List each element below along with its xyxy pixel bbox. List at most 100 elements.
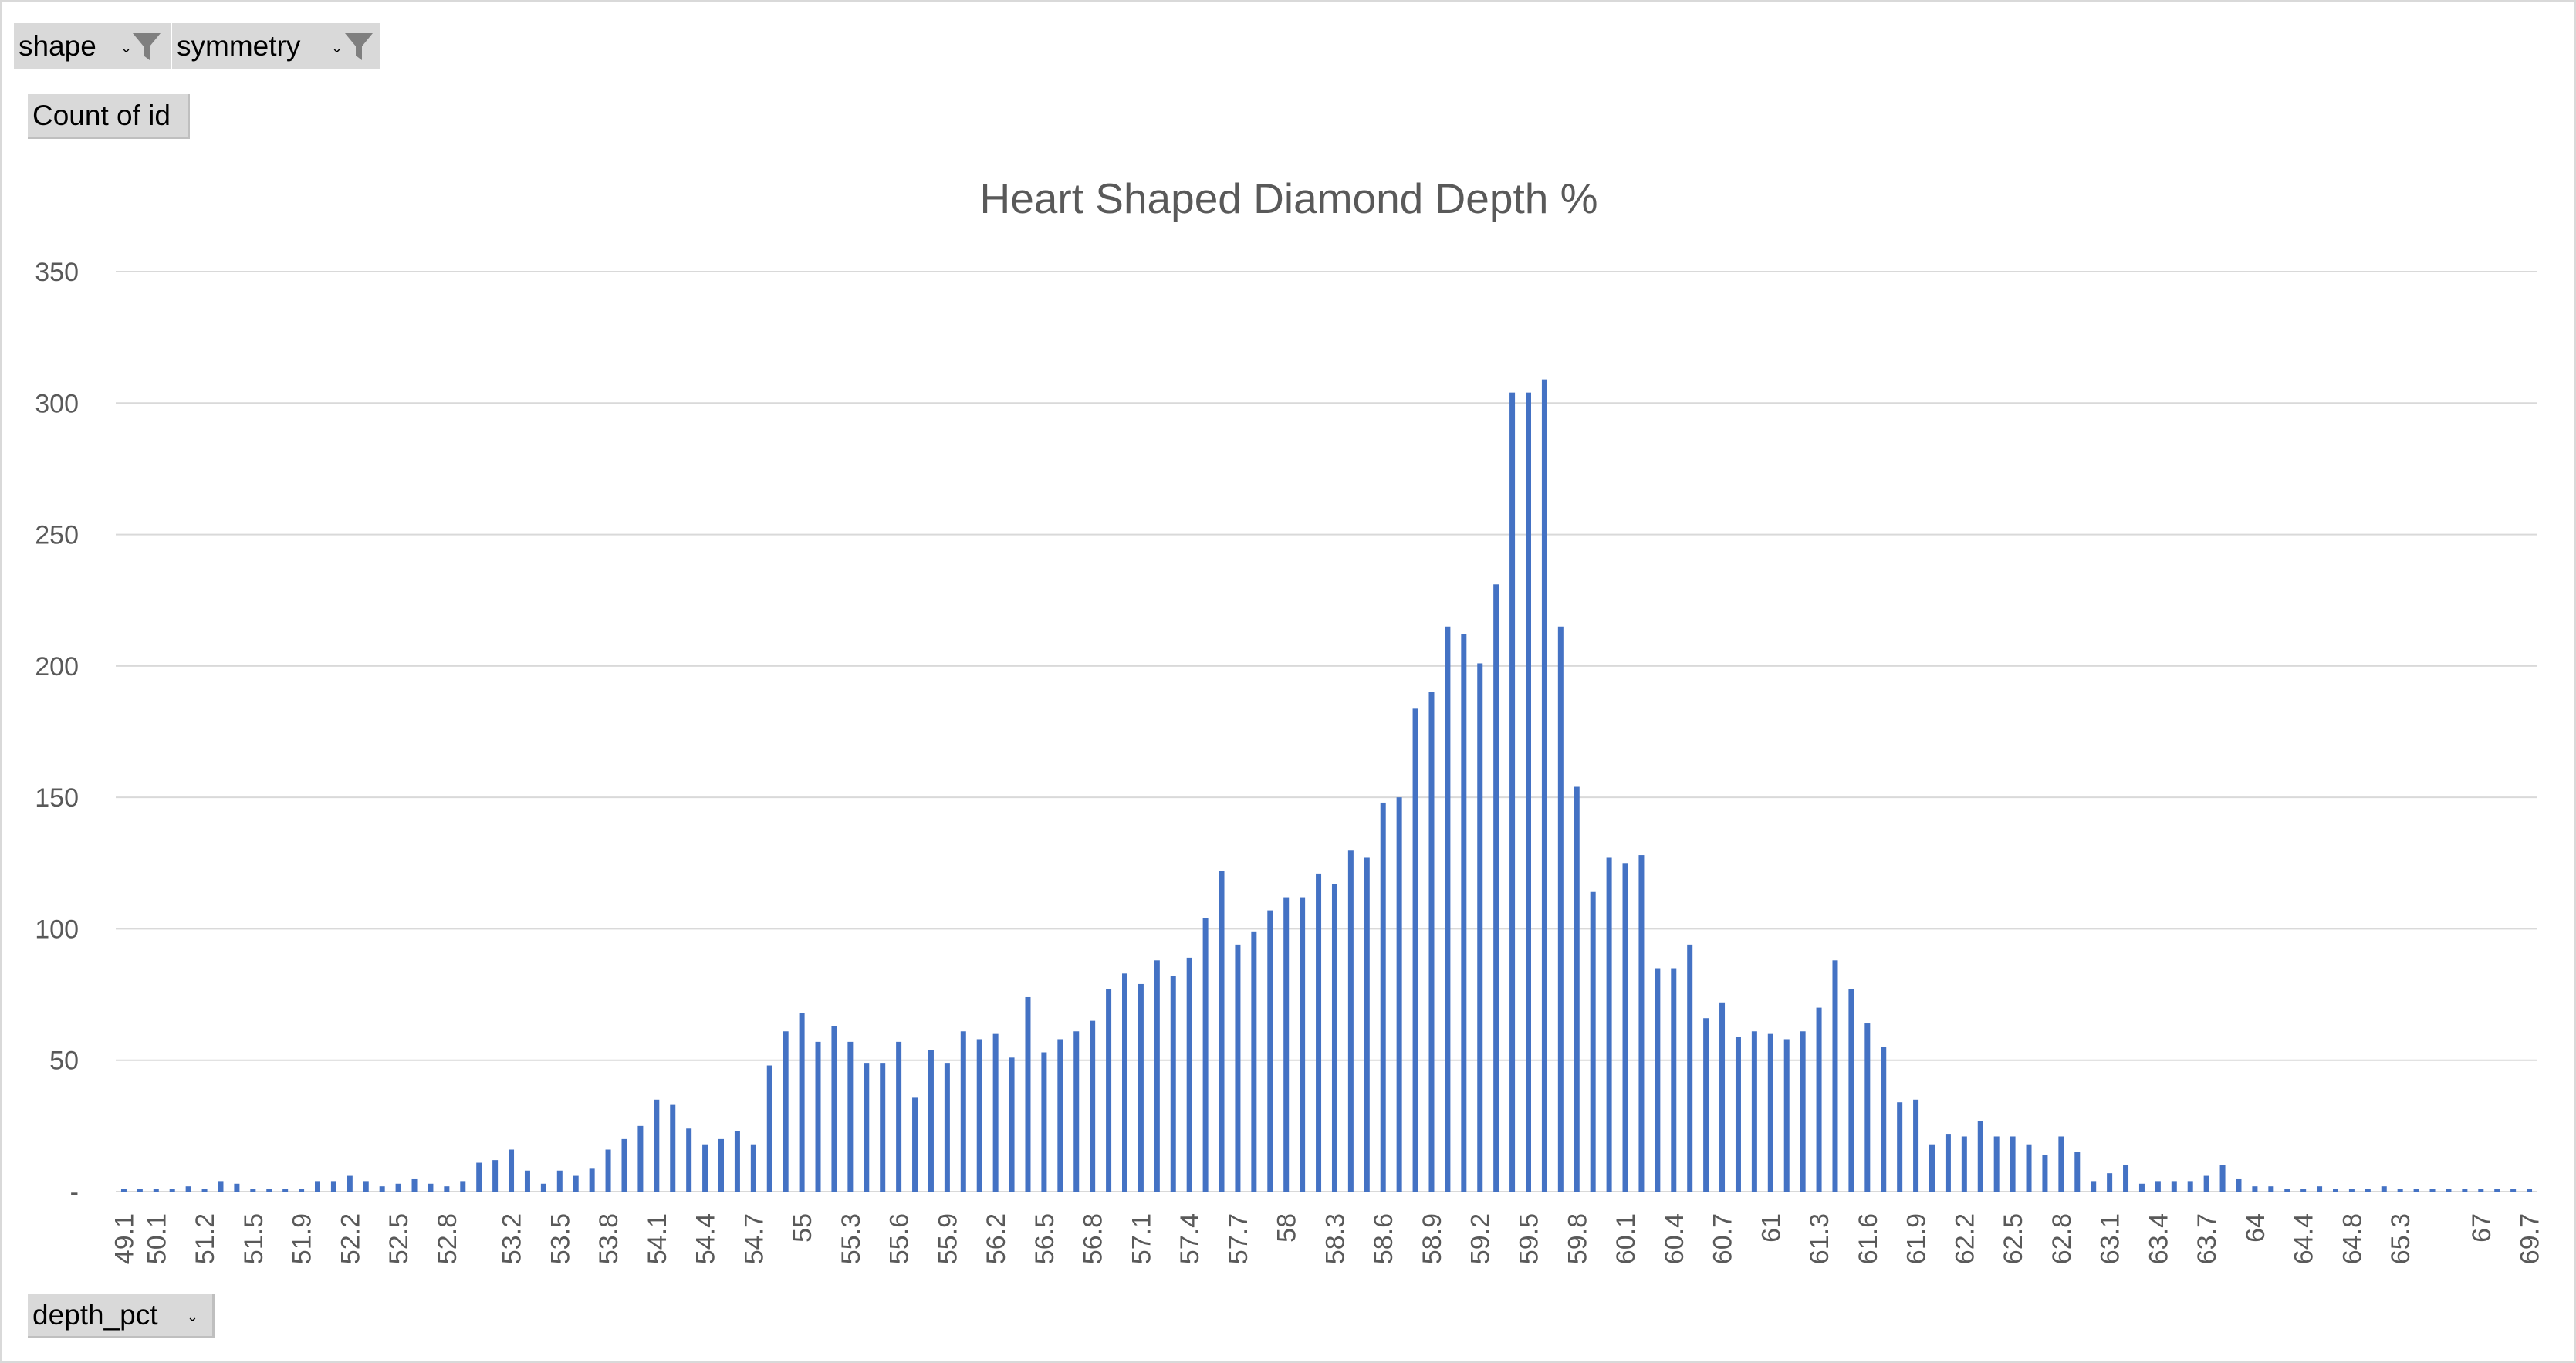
bar	[201, 1189, 208, 1192]
bar	[1961, 1136, 1967, 1192]
y-tick-label: 200	[35, 652, 79, 682]
bar	[1832, 960, 1838, 1192]
axis-field-button[interactable]: depth_pct ⌄	[28, 1294, 215, 1338]
bar	[2268, 1186, 2274, 1192]
bar	[1783, 1039, 1790, 1192]
x-tick-label: 63.7	[2192, 1213, 2222, 1264]
bar	[363, 1181, 369, 1192]
bar	[1073, 1031, 1080, 1192]
bar	[1703, 1018, 1709, 1192]
x-tick-label: 64.4	[2290, 1213, 2319, 1264]
bar	[1735, 1037, 1741, 1192]
bar	[686, 1128, 692, 1192]
bar	[476, 1162, 482, 1192]
bar	[992, 1033, 999, 1192]
bar	[444, 1186, 450, 1192]
x-tick-label: 58.9	[1418, 1213, 1447, 1264]
bar	[1638, 855, 1645, 1192]
bar	[2365, 1189, 2371, 1192]
bar	[1122, 973, 1127, 1192]
bar	[2348, 1189, 2355, 1192]
bar	[1461, 634, 1467, 1192]
bar	[1331, 884, 1337, 1192]
x-tick-label: 53.8	[594, 1213, 624, 1264]
symmetry-funnel-icon[interactable]	[343, 31, 374, 63]
bar	[250, 1189, 256, 1192]
bar	[1897, 1102, 1903, 1192]
x-tick-label: 59.5	[1515, 1213, 1544, 1264]
value-field-button[interactable]: Count of id	[28, 94, 190, 139]
bar	[2010, 1136, 2016, 1192]
bar	[2236, 1178, 2242, 1192]
gridlines	[116, 271, 2537, 1192]
bar	[1800, 1031, 1806, 1192]
bar	[1493, 584, 1499, 1192]
bar	[573, 1175, 579, 1192]
x-tick-label: 54.7	[739, 1213, 769, 1264]
bar	[1881, 1047, 1887, 1192]
x-tick-label: 51.9	[288, 1213, 317, 1264]
bar	[864, 1063, 870, 1192]
symmetry-dropdown-icon[interactable]: ⌄	[331, 40, 343, 56]
bar	[702, 1144, 708, 1192]
bar	[734, 1131, 740, 1192]
x-tick-label: 65.3	[2386, 1213, 2415, 1264]
x-tick-label: 55	[788, 1213, 817, 1243]
x-tick-label: 55.9	[933, 1213, 962, 1264]
bar	[2187, 1181, 2193, 1192]
bar	[1009, 1057, 1015, 1192]
bar	[428, 1183, 434, 1192]
bar	[2074, 1152, 2081, 1192]
bar	[1186, 957, 1192, 1192]
bar	[1816, 1007, 1822, 1192]
x-tick-label: 60.1	[1611, 1213, 1641, 1264]
y-tick-label: 250	[35, 521, 79, 550]
bar	[654, 1099, 660, 1192]
bar	[1347, 850, 1354, 1192]
bar	[282, 1189, 289, 1192]
bar	[169, 1189, 175, 1192]
x-tick-label: 52.5	[384, 1213, 414, 1264]
bar	[1977, 1121, 1983, 1192]
x-tick-label: 58.6	[1369, 1213, 1398, 1264]
bar	[2107, 1173, 2113, 1192]
y-tick-label: 50	[49, 1047, 79, 1076]
symmetry-filter-button[interactable]: symmetry ⌄	[172, 23, 382, 69]
x-tick-label: 57.4	[1175, 1213, 1205, 1264]
bar	[2123, 1165, 2129, 1192]
shape-funnel-icon[interactable]	[131, 31, 162, 63]
bar	[1090, 1020, 1096, 1192]
shape-dropdown-icon[interactable]: ⌄	[120, 40, 133, 56]
x-tick-label: 53.5	[546, 1213, 575, 1264]
bar	[1428, 692, 1435, 1192]
bar	[1251, 931, 1257, 1192]
bar	[330, 1181, 336, 1192]
bar	[2300, 1189, 2307, 1192]
bar	[1364, 857, 1370, 1192]
bar	[185, 1186, 191, 1192]
bar	[2333, 1189, 2338, 1192]
axis-dropdown-icon[interactable]: ⌄	[186, 1309, 198, 1324]
x-tick-label: 51.5	[239, 1213, 269, 1264]
bars	[120, 379, 2533, 1192]
bar	[1219, 871, 1225, 1192]
bar	[1574, 786, 1580, 1192]
bar	[2284, 1189, 2290, 1192]
y-tick-label: 300	[35, 389, 79, 418]
bar	[960, 1031, 966, 1192]
bar	[524, 1170, 530, 1192]
bar	[1848, 989, 1854, 1192]
bar	[1622, 863, 1628, 1192]
bar	[218, 1181, 224, 1192]
bar	[2138, 1183, 2145, 1192]
bar	[556, 1170, 563, 1192]
bar	[460, 1181, 466, 1192]
x-tick-label: 61.9	[1902, 1213, 1932, 1264]
x-tick-label: 58.3	[1320, 1213, 1350, 1264]
shape-filter-button[interactable]: shape ⌄	[14, 23, 172, 69]
x-tick-label: 52.8	[433, 1213, 462, 1264]
bar	[589, 1168, 595, 1192]
bar	[2478, 1189, 2484, 1192]
x-tick-label: 64.8	[2338, 1213, 2367, 1264]
